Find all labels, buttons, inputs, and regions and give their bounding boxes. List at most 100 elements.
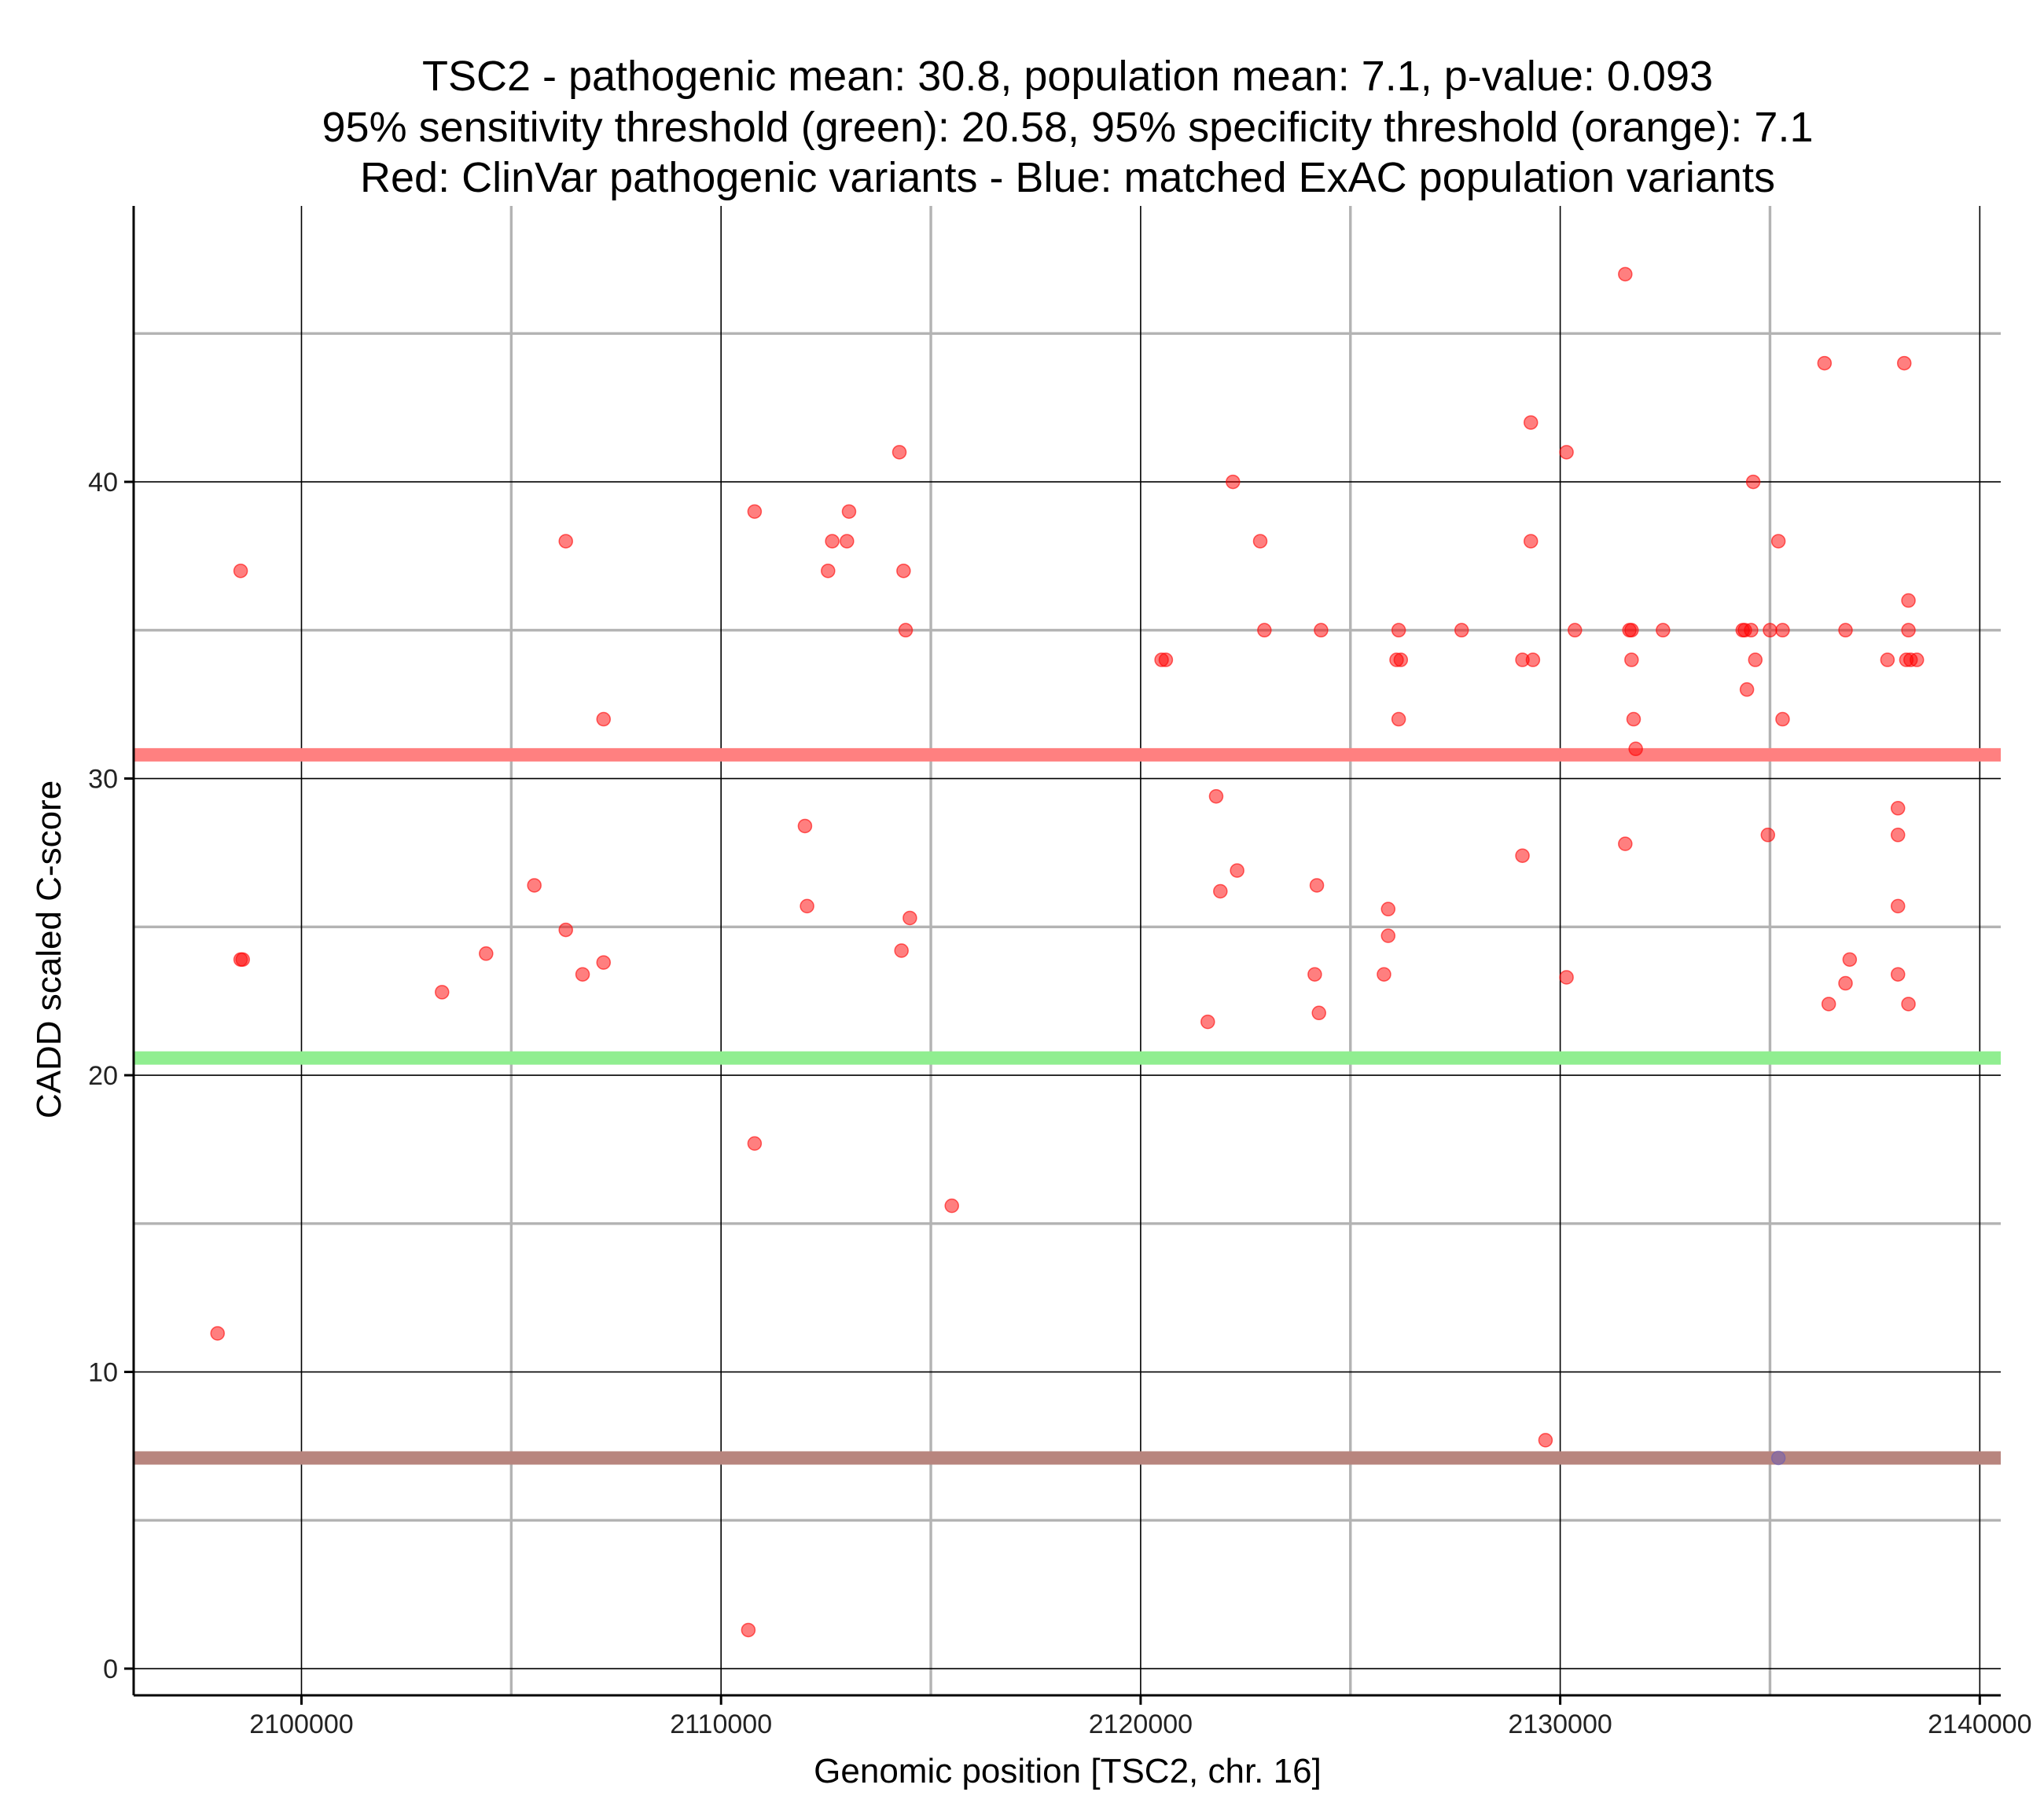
data-point [1624,622,1639,638]
data-point [1311,1005,1326,1021]
data-point [1842,952,1858,968]
data-point [1890,801,1906,816]
minor-gridlines [134,206,2001,1695]
data-point [1890,967,1906,982]
title-line-1: TSC2 - pathogenic mean: 30.8, population… [422,53,1713,100]
x-tick-label: 2130000 [1508,1709,1612,1739]
data-point [1158,652,1174,667]
data-point [1901,622,1916,638]
data-point [1890,898,1906,914]
data-point [1656,622,1671,638]
data-point [1309,878,1325,893]
data-point [1314,622,1329,638]
data-point [1821,997,1836,1012]
data-point [1226,474,1241,490]
threshold-lines [134,747,2001,1465]
chart-title: TSC2 - pathogenic mean: 30.8, population… [322,53,1814,201]
data-point [1910,652,1925,667]
data-point [1200,1014,1215,1030]
data-point [841,504,857,520]
data-point [435,985,450,1000]
data-point [575,967,590,982]
data-point [944,1198,959,1214]
data-point [233,564,248,578]
data-point [1838,622,1853,638]
data-point [210,1326,225,1341]
data-point [1901,997,1916,1012]
data-point [797,818,813,834]
data-point [891,445,907,460]
data-point [1213,883,1228,899]
data-point [800,898,814,914]
data-point [1523,534,1539,549]
data-point [1391,711,1406,727]
data-point [1559,970,1574,985]
y-axis-ticks: 0 10 20 30 40 [88,468,134,1684]
data-point [1901,593,1916,608]
y-tick-label: 30 [88,765,118,795]
data-point [821,564,836,578]
data-point [1770,534,1786,549]
y-tick-label: 40 [88,468,118,498]
data-point [1377,967,1391,982]
data-point [1559,445,1574,460]
title-line-2: 95% sensitivity threshold (green): 20.58… [322,104,1814,151]
data-point [898,622,914,638]
x-tick-label: 2140000 [1928,1709,2031,1739]
data-point [747,504,763,520]
data-points [210,266,1925,1638]
data-point [558,534,573,549]
data-point [1252,534,1268,549]
data-point [1739,682,1755,697]
data-point [1775,622,1790,638]
data-point [1760,828,1776,843]
data-point [1896,355,1912,371]
data-point [235,952,251,968]
data-point [1770,1450,1786,1466]
data-point [1568,622,1583,638]
data-point [1538,1433,1553,1448]
data-point [1880,652,1895,667]
data-point [825,534,840,549]
data-point [1393,652,1409,667]
data-point [1454,622,1469,638]
data-point [894,943,909,958]
data-point [1515,848,1530,863]
data-point [1380,928,1396,943]
data-point [1380,901,1396,916]
data-point [741,1622,756,1638]
data-point [1257,622,1272,638]
x-tick-label: 2100000 [249,1709,353,1739]
x-axis-label: Genomic position [TSC2, chr. 16] [814,1752,1322,1790]
y-tick-label: 10 [88,1358,118,1388]
data-point [1626,711,1641,727]
data-point [1525,652,1541,667]
data-point [903,910,917,926]
data-point [1618,266,1633,282]
axes [132,206,2001,1697]
data-point [1838,975,1853,991]
data-point [596,955,612,970]
x-tick-label: 2120000 [1089,1709,1193,1739]
data-point [1523,415,1539,430]
data-point [747,1136,763,1151]
data-point [596,711,612,727]
data-point [479,946,494,961]
x-axis-ticks: 2100000 2110000 2120000 2130000 2140000 [249,1695,2032,1739]
data-point [1748,652,1763,667]
data-point [1624,652,1639,667]
data-point [1618,836,1633,851]
y-tick-label: 0 [103,1654,118,1684]
major-gridlines [134,206,2001,1695]
data-point [1208,788,1224,804]
y-axis-label: CADD scaled C-score [30,780,68,1118]
data-point [1391,622,1406,638]
title-line-3: Red: ClinVar pathogenic variants - Blue:… [360,154,1775,201]
data-point [1890,828,1906,843]
data-point [1745,474,1761,490]
data-point [558,922,573,938]
data-point [896,564,911,578]
x-tick-label: 2110000 [670,1709,772,1739]
data-point [1628,741,1643,757]
